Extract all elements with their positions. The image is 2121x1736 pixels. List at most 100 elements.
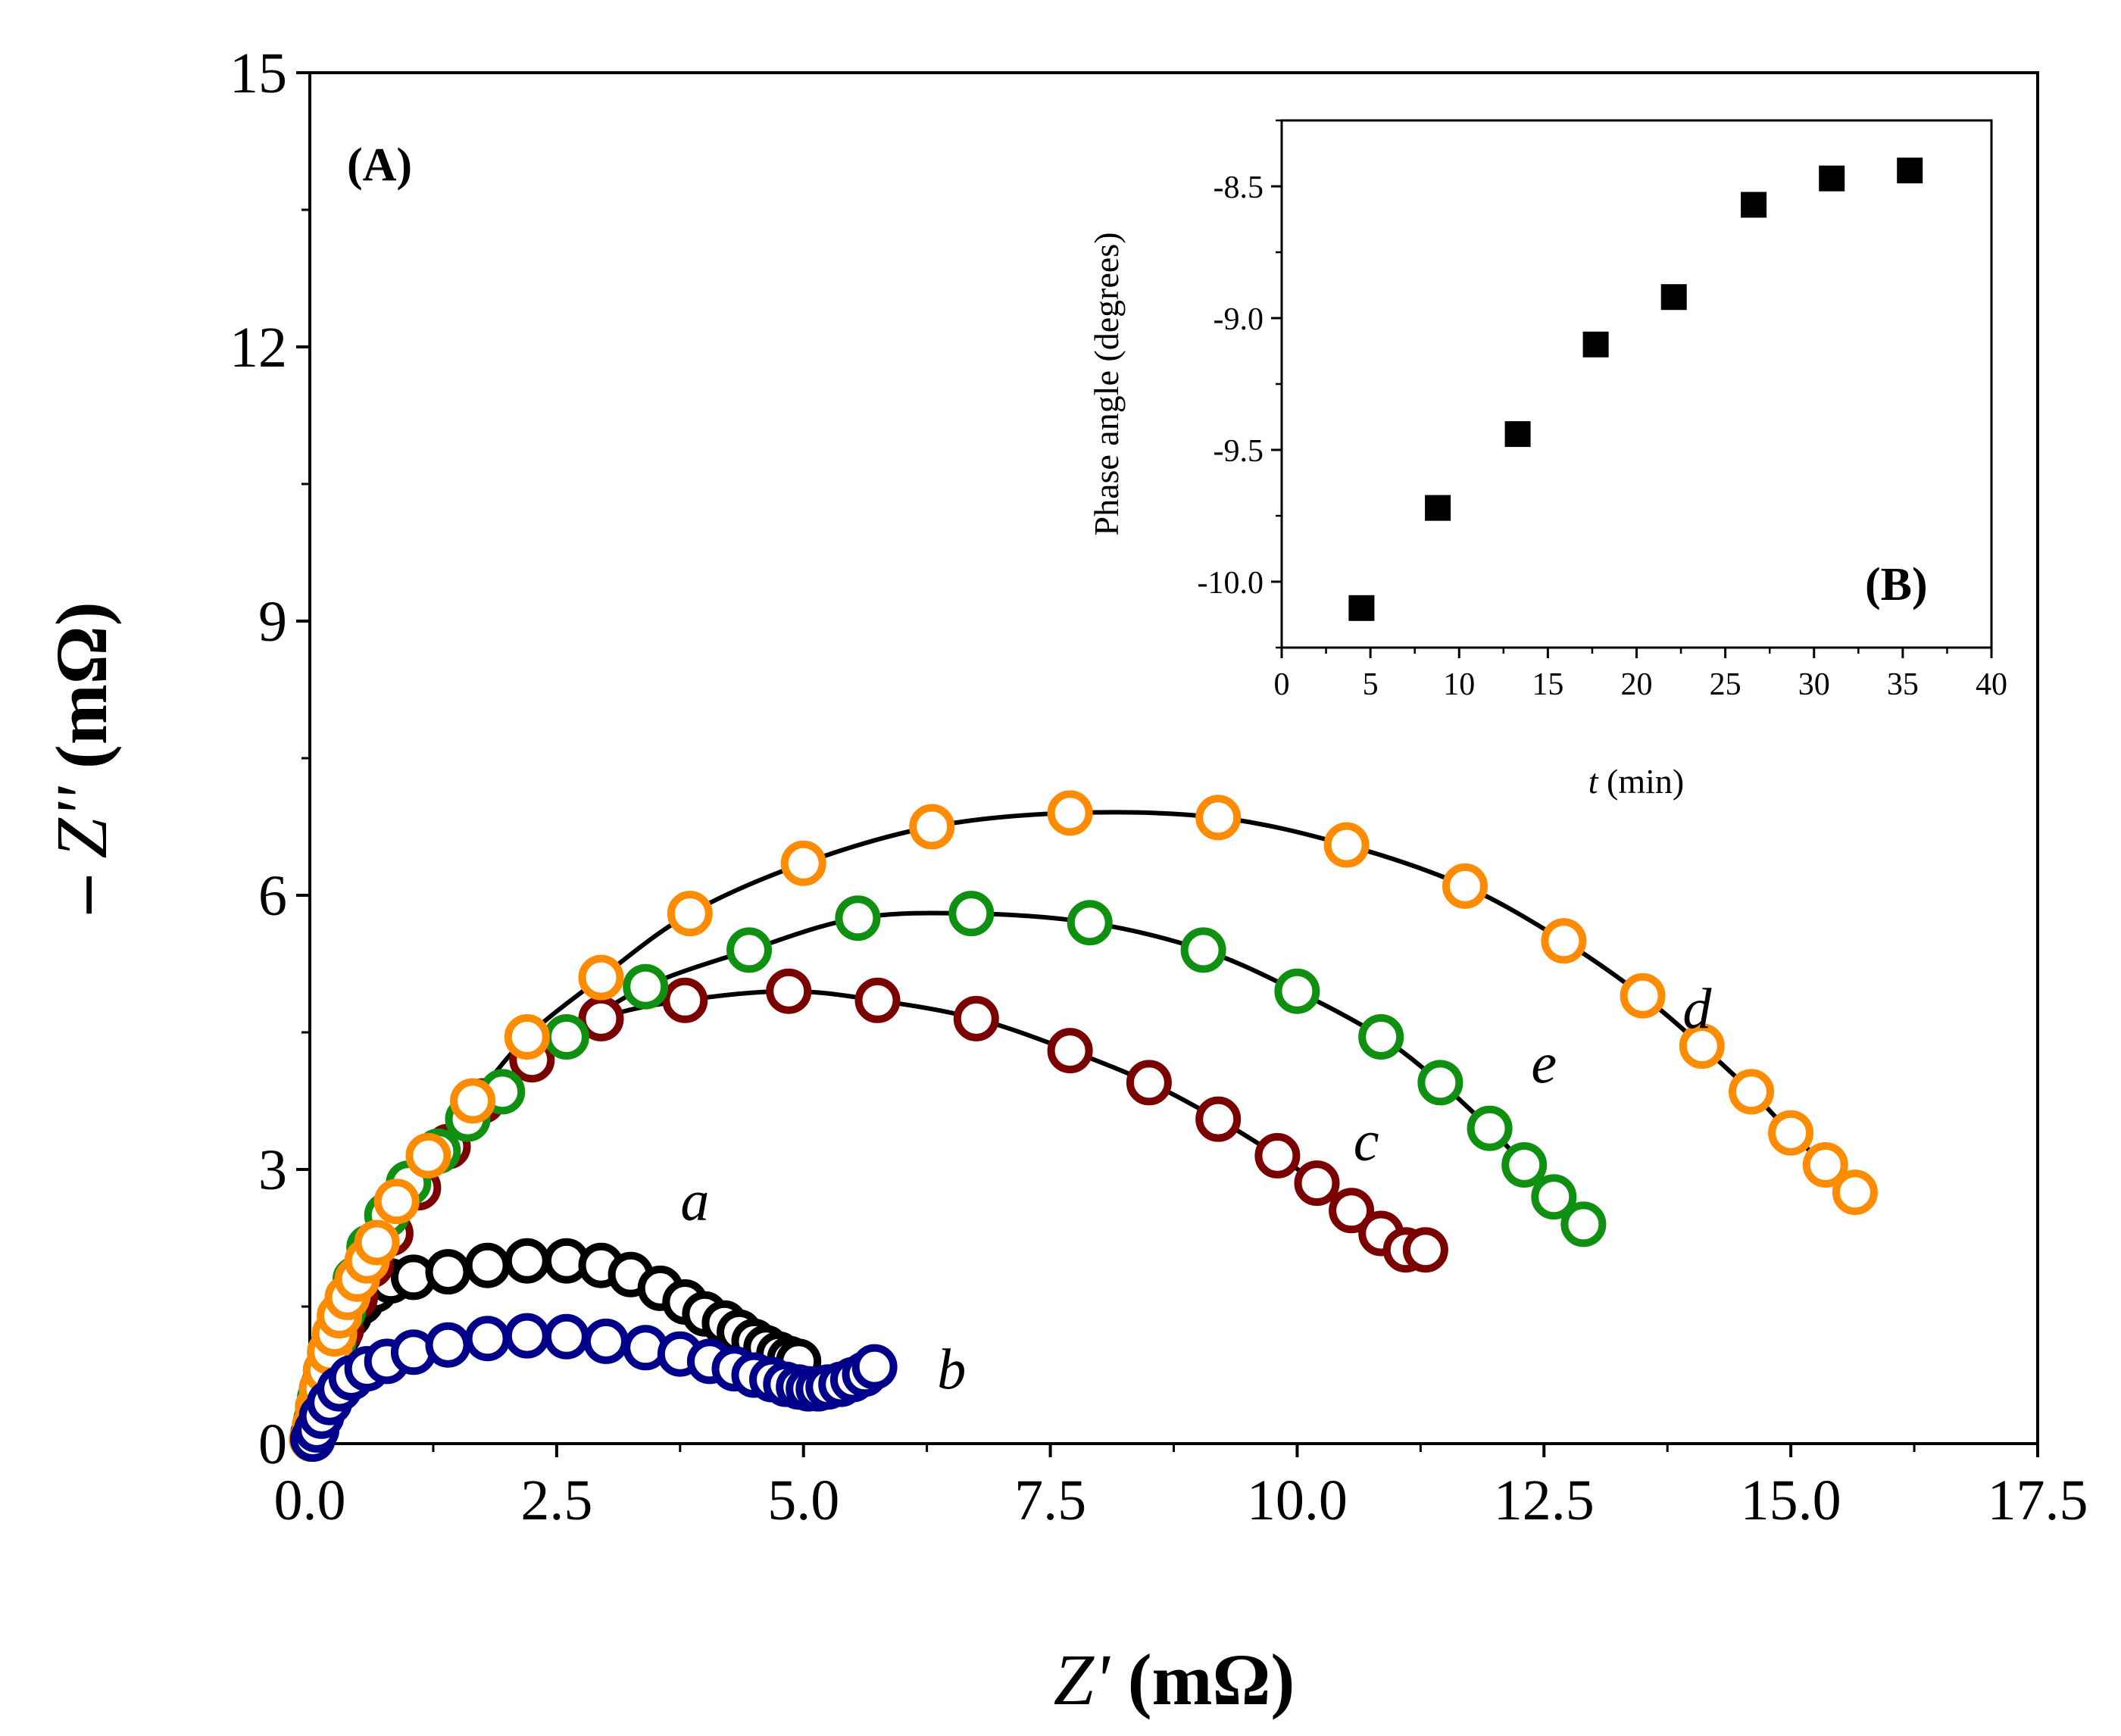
y-tick-label: 15 [230, 42, 287, 105]
inset-x-tick-label: 10 [1443, 667, 1475, 702]
series-c-point [1126, 1060, 1172, 1106]
series-c-point [1047, 1028, 1093, 1074]
series-e-point [726, 927, 772, 973]
series-d-point [667, 891, 713, 937]
panel-b-inset-plot: 0 5 10 15 20 25 30 35 40 -10.0 -9.5 -9.0 -8.5 (B) t … [1087, 119, 2007, 801]
x-tick-label: 5.0 [767, 1469, 839, 1532]
y-axis-prefix: – [41, 859, 122, 914]
x-tick-label: 10.0 [1247, 1469, 1348, 1532]
panel-a-label: (A) [347, 139, 412, 191]
series-d-point [1832, 1169, 1878, 1216]
series-d-point [1620, 973, 1666, 1019]
inset-y-tick-label: -8.5 [1214, 170, 1264, 205]
series-d-point [1541, 918, 1587, 964]
inset-x-tick-label: 40 [1976, 667, 2007, 702]
series-c-point [766, 968, 812, 1014]
phase-angle-point [1897, 158, 1923, 184]
x-tick-label: 12.5 [1494, 1469, 1595, 1532]
panel-a-y-axis-title: – Z'' (mΩ) [41, 601, 122, 913]
y-axis-variable: Z'' [41, 786, 122, 859]
series-c-point [854, 977, 901, 1023]
phase-angle-point [1660, 284, 1687, 311]
series-e-point [1531, 1174, 1577, 1220]
inset-x-tick-label: 20 [1621, 667, 1653, 702]
panel-b-x-axis-title: t (min) [1588, 762, 1684, 801]
series-d-point [405, 1132, 451, 1179]
series-e-point [1067, 900, 1113, 946]
x-tick-label: 15.0 [1741, 1469, 1841, 1532]
series-d-point [1442, 863, 1488, 909]
curve-label-a: a [680, 1169, 709, 1232]
panel-b-y-axis-title: Phase angle (degrees) [1087, 232, 1126, 535]
series-d-point [450, 1078, 496, 1124]
series-b-point [425, 1322, 471, 1368]
series-c-point [1294, 1160, 1340, 1207]
series-b-point [464, 1316, 511, 1362]
phase-angle-point [1741, 192, 1767, 218]
series-e-point [1467, 1105, 1513, 1151]
series-d-point [909, 804, 955, 850]
series-b-point [583, 1318, 629, 1364]
inset-x-tick-label: 25 [1710, 667, 1741, 702]
series-a-point [504, 1238, 550, 1284]
series-d-point [1729, 1069, 1774, 1115]
series-c-point [662, 977, 708, 1023]
panel-b-data-points [1348, 158, 1923, 621]
series-e-point [1501, 1142, 1548, 1188]
inset-x-tick-label: 5 [1363, 667, 1379, 702]
series-e-point [948, 891, 995, 937]
series-d-point [1679, 1023, 1725, 1069]
inset-y-tick-label: -9.0 [1214, 302, 1264, 337]
series-d-point [1323, 822, 1370, 868]
x-axis-unit: (mΩ) [1110, 1639, 1295, 1720]
series-e-point [1274, 968, 1320, 1014]
panel-a-curve-labels: a b c d e [680, 977, 1712, 1402]
series-d-point [1768, 1110, 1814, 1156]
curve-label-b: b [937, 1338, 966, 1402]
series-c-point [1329, 1188, 1375, 1234]
y-tick-label: 3 [258, 1138, 287, 1202]
series-d-point [1195, 795, 1242, 841]
y-tick-label: 0 [258, 1413, 287, 1476]
series-e-point [1417, 1060, 1463, 1106]
panel-a-data-points [289, 790, 1878, 1462]
inset-y-tick-label: -10.0 [1198, 566, 1264, 601]
series-b-point [543, 1313, 589, 1360]
curve-label-e: e [1531, 1032, 1557, 1095]
series-d-point [780, 840, 826, 886]
inset-y-tick-label: -9.5 [1214, 434, 1264, 469]
series-e-point [1180, 927, 1226, 973]
series-e-point [1560, 1201, 1607, 1247]
x-tick-label: 17.5 [1988, 1469, 2088, 1532]
inset-x-variable: t [1588, 762, 1599, 801]
y-axis-unit: (mΩ) [41, 601, 122, 787]
phase-angle-point [1582, 331, 1609, 358]
inset-x-tick-label: 30 [1798, 667, 1830, 702]
series-a-point [425, 1249, 471, 1295]
series-a-point [464, 1242, 511, 1288]
series-d-point [354, 1219, 400, 1266]
inset-x-tick-label: 0 [1274, 667, 1290, 702]
phase-angle-point [1819, 165, 1845, 192]
series-c-point [1254, 1132, 1301, 1179]
series-d-point [504, 1014, 550, 1060]
panel-b-frame [1280, 119, 1993, 649]
inset-x-tick-label: 15 [1532, 667, 1563, 702]
y-tick-label: 9 [258, 590, 287, 654]
series-d-point [578, 954, 624, 1001]
curve-label-c: c [1354, 1110, 1379, 1173]
x-tick-label: 7.5 [1014, 1469, 1086, 1532]
series-b-point [851, 1344, 898, 1390]
inset-x-unit: (min) [1598, 762, 1685, 801]
panel-a-x-axis-title: Z' (mΩ) [1054, 1639, 1295, 1720]
inset-x-tick-label: 35 [1887, 667, 1919, 702]
x-tick-label: 2.5 [520, 1469, 592, 1532]
phase-angle-point [1425, 495, 1451, 521]
series-d-point [1802, 1142, 1848, 1188]
x-tick-label: 0.0 [274, 1469, 346, 1532]
y-tick-label: 6 [258, 864, 287, 928]
phase-angle-point [1504, 421, 1531, 448]
phase-angle-point [1348, 595, 1375, 621]
panel-b-label: (B) [1865, 559, 1928, 610]
